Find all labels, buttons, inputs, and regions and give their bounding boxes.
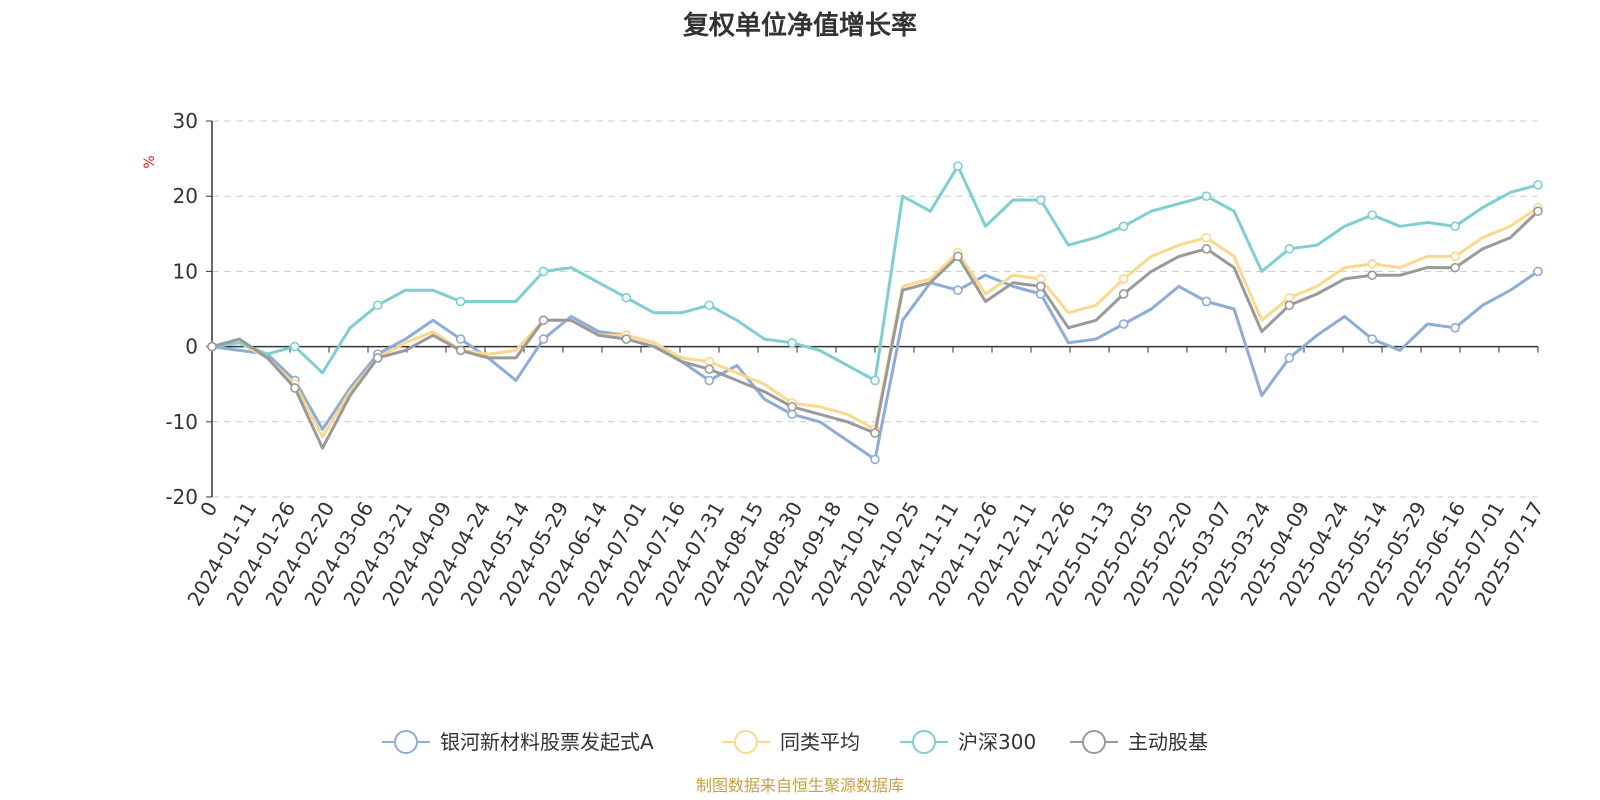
data-point (953, 251, 963, 262)
data-point (1367, 270, 1378, 280)
data-point (1201, 191, 1212, 201)
data-point (704, 364, 715, 374)
series-3 (207, 206, 1543, 450)
grid-lines (212, 120, 1538, 498)
y-tick-label: -10 (165, 410, 198, 434)
data-point (1450, 221, 1460, 232)
data-point (787, 401, 797, 412)
data-point (372, 353, 383, 363)
data-point (1118, 221, 1129, 232)
data-point (1118, 274, 1129, 284)
legend-label: 沪深300 (958, 730, 1036, 754)
data-point (290, 341, 300, 352)
legend-marker (734, 730, 758, 754)
x-axis: 02024-01-112024-01-262024-02-202024-03-0… (182, 345, 1548, 610)
data-point (372, 300, 383, 311)
data-point (1533, 180, 1543, 190)
data-point (1035, 281, 1046, 292)
data-point (1201, 296, 1212, 307)
data-point (1450, 251, 1460, 262)
data-point (1201, 232, 1212, 243)
data-point (1367, 259, 1378, 269)
data-point (455, 345, 466, 356)
data-point (538, 334, 549, 344)
data-point (1367, 210, 1378, 220)
legend-label: 主动股基 (1128, 730, 1208, 754)
data-point (455, 296, 466, 307)
y-axis-label: % (142, 155, 158, 168)
data-point (455, 334, 466, 344)
data-point (621, 334, 632, 344)
data-point (1035, 195, 1046, 205)
legend-marker (394, 730, 418, 754)
y-tick-label: 20 (173, 184, 198, 208)
y-tick-label: 0 (185, 335, 198, 359)
data-point (1533, 206, 1543, 217)
data-point (953, 285, 963, 296)
data-point (787, 338, 797, 348)
y-tick-label: 10 (173, 259, 198, 283)
legend-item[interactable]: 同类平均 (722, 730, 860, 754)
data-point (870, 454, 880, 465)
data-point (1367, 334, 1378, 344)
legend-label: 银河新材料股票发起式A (440, 730, 654, 754)
series-line (211, 206, 1539, 439)
data-point (621, 292, 632, 303)
legend-item[interactable]: 沪深300 (900, 730, 1036, 754)
chart-title: 复权单位净值增长率 (683, 10, 917, 41)
legend-marker (912, 730, 936, 754)
y-axis-ticks: 30 20 10 0 -10 -20 (165, 109, 213, 509)
series-lines (207, 161, 1543, 465)
data-point (704, 300, 715, 311)
data-point (953, 161, 963, 171)
legend-item[interactable]: 银河新材料股票发起式A (382, 730, 654, 754)
y-tick-label: -20 (165, 485, 198, 509)
legend-marker (1082, 730, 1106, 754)
data-point (1450, 262, 1460, 273)
data-point (1450, 322, 1460, 333)
data-point (870, 375, 880, 386)
data-point (1533, 266, 1543, 277)
data-point (290, 383, 300, 393)
data-point (1284, 300, 1295, 311)
data-point (1284, 244, 1295, 254)
y-tick-label: 30 (173, 109, 198, 133)
series-2 (207, 161, 1543, 386)
legend-item[interactable]: 主动股基 (1070, 730, 1208, 754)
x-tick-label: 0 (195, 498, 222, 521)
data-point (207, 341, 217, 352)
data-point (1118, 319, 1129, 329)
series-0 (207, 266, 1543, 465)
source-note: 制图数据来自恒生聚源数据库 (696, 776, 904, 795)
data-point (1284, 353, 1295, 363)
data-point (1118, 289, 1129, 299)
legend: 银河新材料股票发起式A 同类平均 沪深300 主动股基 (382, 730, 1208, 754)
data-point (538, 315, 549, 326)
legend-label: 同类平均 (780, 730, 860, 754)
data-point (704, 375, 715, 386)
series-line (211, 210, 1540, 450)
data-point (870, 428, 880, 438)
data-point (538, 266, 549, 277)
data-point (1201, 244, 1212, 254)
